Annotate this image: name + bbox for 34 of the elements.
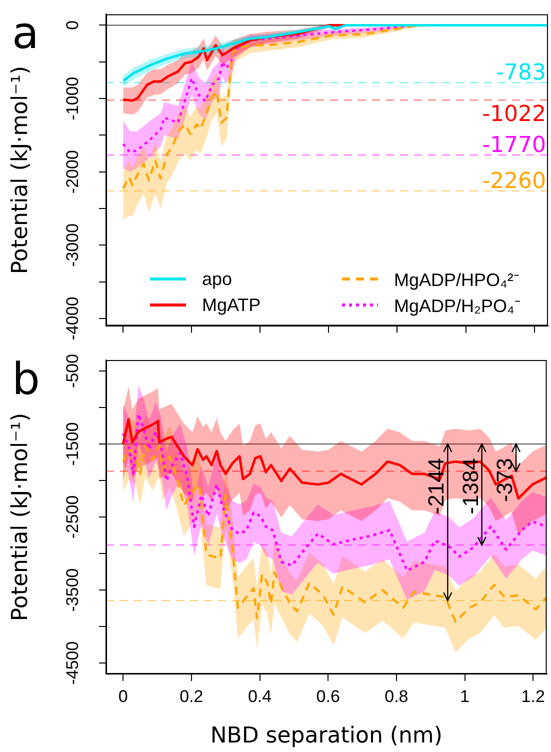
y-axis-title: Potential (kJ·mol⁻¹) [8,412,33,622]
x-tick-label: 0.2 [180,686,204,706]
y-tick-label: -3000 [62,223,82,267]
ref-line-label: -1022 [482,102,546,128]
x-tick-label: 0.4 [248,686,272,706]
ref-line-label: -2260 [482,168,546,194]
legend-label: MgATP [202,294,261,316]
y-axis-title: Potential (kJ·mol⁻¹) [8,66,33,274]
text: b [12,354,40,405]
annotation: -373 [492,458,518,502]
text: a [12,8,39,60]
annotation: -2144 [424,458,449,514]
y-tick-label: -3500 [62,568,82,612]
y-tick-label: -500 [62,354,82,388]
legend-label: MgADP/H₂PO₄⁻ [394,295,520,317]
annotation: -1384 [458,458,483,514]
y-tick-label: -1000 [62,76,82,120]
ref-line-label: -1770 [482,132,546,158]
y-tick-label: -4000 [62,296,82,340]
x-tick-label: 0 [118,686,128,706]
y-tick-label: -1500 [62,422,82,466]
x-tick-label: 0.6 [316,686,340,706]
x-tick-label: 0.8 [384,686,408,706]
y-tick-label: -4500 [62,641,82,685]
x-tick-label: 1 [460,686,470,706]
ref-line-label: -783 [496,60,546,86]
legend-label: MgADP/HPO₄²⁻ [394,269,520,291]
x-tick-label: 1.2 [521,686,545,706]
y-tick-label: -2500 [62,495,82,539]
legend-label: apo [202,268,232,290]
line-series [122,444,547,623]
x-axis-title: NBD separation (nm) [210,724,442,749]
y-tick-label: 0 [62,20,82,30]
y-tick-label: -2000 [62,150,82,194]
